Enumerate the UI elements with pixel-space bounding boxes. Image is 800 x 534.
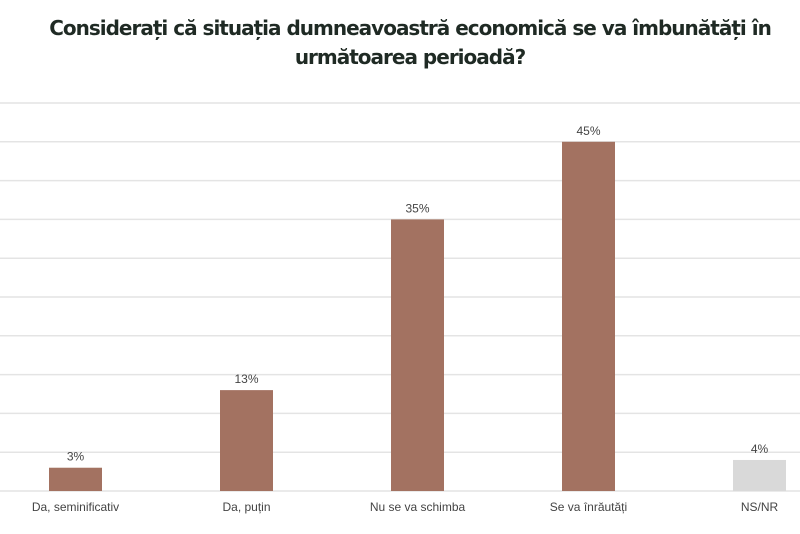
chart-title: Considerați că situația dumneavoastră ec… bbox=[49, 16, 772, 69]
data-label: 35% bbox=[405, 201, 429, 215]
bar bbox=[220, 390, 273, 491]
x-tick-label: Da, puțin bbox=[222, 500, 270, 514]
bar bbox=[391, 219, 444, 491]
bar bbox=[733, 459, 786, 491]
data-label: 3% bbox=[67, 450, 85, 464]
bar bbox=[49, 467, 102, 491]
x-tick-label: Da, seminificativ bbox=[32, 500, 119, 514]
x-tick-label: Se va înrăutăți bbox=[550, 500, 627, 514]
bar bbox=[562, 141, 615, 492]
x-tick-label: NS/NR bbox=[741, 500, 779, 514]
data-label: 45% bbox=[576, 124, 600, 138]
data-label: 4% bbox=[751, 442, 769, 456]
data-label: 13% bbox=[234, 372, 258, 386]
x-tick-label: Nu se va schimba bbox=[370, 500, 466, 514]
